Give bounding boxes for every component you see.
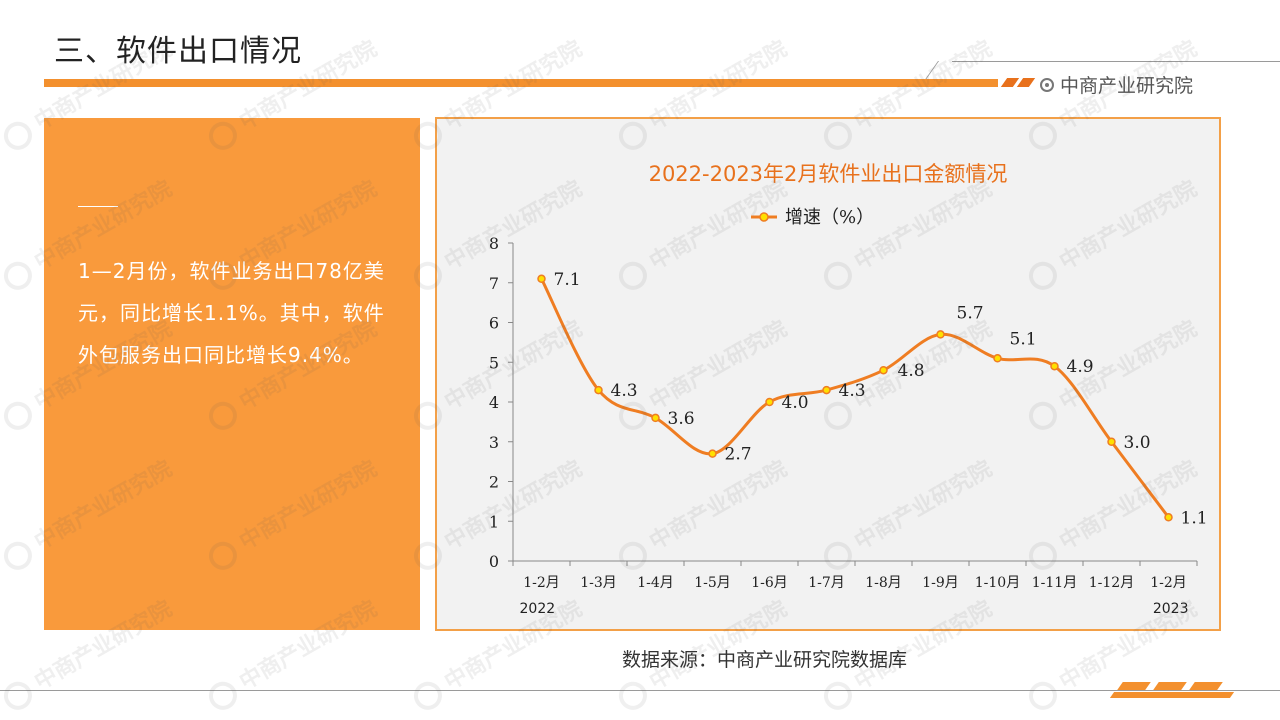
page-title: 三、软件出口情况 (54, 34, 302, 69)
x-tick-label: 1-6月 (751, 575, 788, 591)
data-label: 4.0 (782, 393, 809, 413)
header-divider (952, 61, 1280, 62)
watermark-icon (1028, 681, 1057, 710)
data-label: 2.7 (725, 445, 752, 465)
x-tick-label: 1-2月 (1150, 575, 1187, 591)
watermark-icon (3, 541, 32, 570)
line-chart: 2022-2023年2月软件业出口金额情况 增速（%） 0 1 2 3 4 5 6 7 8 1-2… (489, 162, 1208, 617)
y-tick-label: 6 (489, 314, 499, 333)
chart-panel: 2022-2023年2月软件业出口金额情况 增速（%） 0 1 2 3 4 5 6 7 8 1-2… (435, 117, 1221, 631)
data-point (765, 397, 774, 407)
data-label: 7.1 (554, 270, 581, 290)
watermark-icon (413, 681, 442, 710)
chart-title: 2022-2023年2月软件业出口金额情况 (649, 162, 1008, 186)
data-point (1107, 437, 1116, 446)
y-tick-label: 4 (489, 393, 499, 412)
summary-text: 1—2月份，软件业务出口78亿美元，同比增长1.1%。其中，软件外包服务出口同比… (78, 259, 385, 367)
y-tick-label: 1 (489, 512, 499, 531)
year-label: 2023 (1153, 601, 1189, 617)
x-tick-label: 1-5月 (694, 575, 731, 591)
x-tick-label: 1-3月 (580, 575, 617, 591)
x-tick-label: 1-4月 (637, 575, 674, 591)
y-tick-label: 8 (489, 234, 499, 253)
data-label: 3.0 (1124, 433, 1151, 453)
watermark-icon (208, 681, 237, 710)
x-tick-label: 1-11月 (1032, 575, 1077, 591)
data-label: 3.6 (668, 409, 695, 429)
brand-logo: 中商产业研究院 (1040, 71, 1193, 98)
data-point (993, 354, 1002, 363)
x-tick-label: 1-2月 (523, 575, 560, 591)
data-point (1050, 361, 1059, 371)
watermark-icon (3, 681, 32, 710)
watermark-icon (618, 681, 647, 710)
y-tick-label: 7 (489, 274, 499, 293)
x-tick-label: 1-8月 (865, 575, 902, 591)
data-point (537, 274, 546, 284)
watermark-icon (3, 261, 32, 290)
header-slant-divider (925, 61, 939, 79)
data-point (1164, 513, 1173, 522)
data-label: 5.7 (957, 303, 984, 323)
target-icon (1040, 77, 1054, 92)
data-point (936, 330, 945, 339)
data-point (651, 413, 660, 423)
data-label: 5.1 (1010, 329, 1037, 349)
x-tick-label: 1-10月 (975, 575, 1020, 591)
chart-legend: 增速（%） (751, 207, 874, 228)
header-accent-bar (44, 79, 998, 87)
x-tick-label: 1-12月 (1089, 575, 1134, 591)
series-line (540, 278, 1170, 519)
data-label: 4.3 (611, 381, 638, 401)
data-source: 数据来源：中商产业研究院数据库 (622, 649, 908, 671)
chart-axes: 0 1 2 3 4 5 6 7 8 1-2月 1-3月 1-4月 1-5月 1-6月 1-7月 1-8月 1-9… (489, 234, 1198, 617)
data-point (708, 449, 717, 458)
y-tick-label: 5 (489, 353, 499, 372)
data-label: 4.9 (1067, 357, 1094, 377)
data-point (594, 385, 603, 395)
y-tick-label: 2 (489, 473, 499, 492)
brand-name: 中商产业研究院 (1060, 75, 1194, 97)
summary-rule (78, 206, 118, 207)
data-point (879, 365, 888, 375)
data-label: 4.3 (839, 381, 866, 401)
x-tick-label: 1-9月 (922, 575, 959, 591)
x-tick-label: 1-7月 (808, 575, 845, 591)
summary-panel: 1—2月份，软件业务出口78亿美元，同比增长1.1%。其中，软件外包服务出口同比… (44, 118, 420, 630)
legend-marker (759, 212, 769, 222)
footer-divider (0, 690, 1280, 691)
data-label: 4.8 (898, 361, 925, 381)
data-point (822, 385, 831, 395)
legend-label: 增速（%） (785, 207, 874, 228)
watermark-icon (823, 681, 852, 710)
y-tick-label: 0 (489, 552, 499, 571)
watermark-icon (3, 401, 32, 430)
data-label: 1.1 (1181, 508, 1208, 528)
year-label: 2022 (520, 601, 556, 617)
watermark-icon (3, 121, 32, 150)
chart-marks: 7.1 4.3 3.6 2.7 4.0 4.3 4.8 5.7 5.1 4.9 3.0 1.1 (537, 270, 1208, 528)
y-tick-label: 3 (489, 433, 499, 452)
